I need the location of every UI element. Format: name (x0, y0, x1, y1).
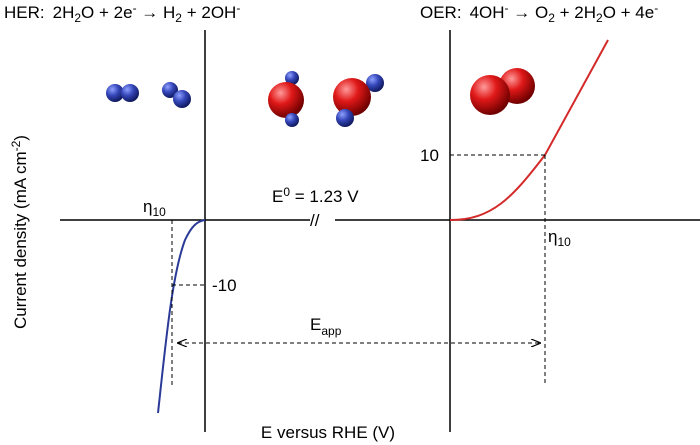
guides (171, 154, 546, 385)
oer-curve (449, 39, 609, 221)
her-overpotential: η10 (143, 197, 166, 219)
her-equation: HER: 2H2O + 2e- → H2 + 2OH- (4, 1, 240, 25)
oer-current: 10 (420, 146, 439, 165)
molecules (106, 68, 535, 127)
y-axis-label: Current density (mA cm-2) (9, 135, 30, 329)
applied-potential: Eapp (310, 315, 342, 338)
her-current: -10 (212, 276, 237, 295)
x-axis-label: E versus RHE (V) (261, 423, 395, 442)
her-curve (157, 219, 206, 414)
axis-break: // (310, 211, 320, 230)
axes (60, 30, 700, 432)
equilibrium-label: E0 = 1.23 V (272, 185, 359, 206)
oer-overpotential: η10 (548, 227, 571, 249)
oer-equation: OER: 4OH- → O2 + 2H2O + 4e- (420, 1, 658, 25)
